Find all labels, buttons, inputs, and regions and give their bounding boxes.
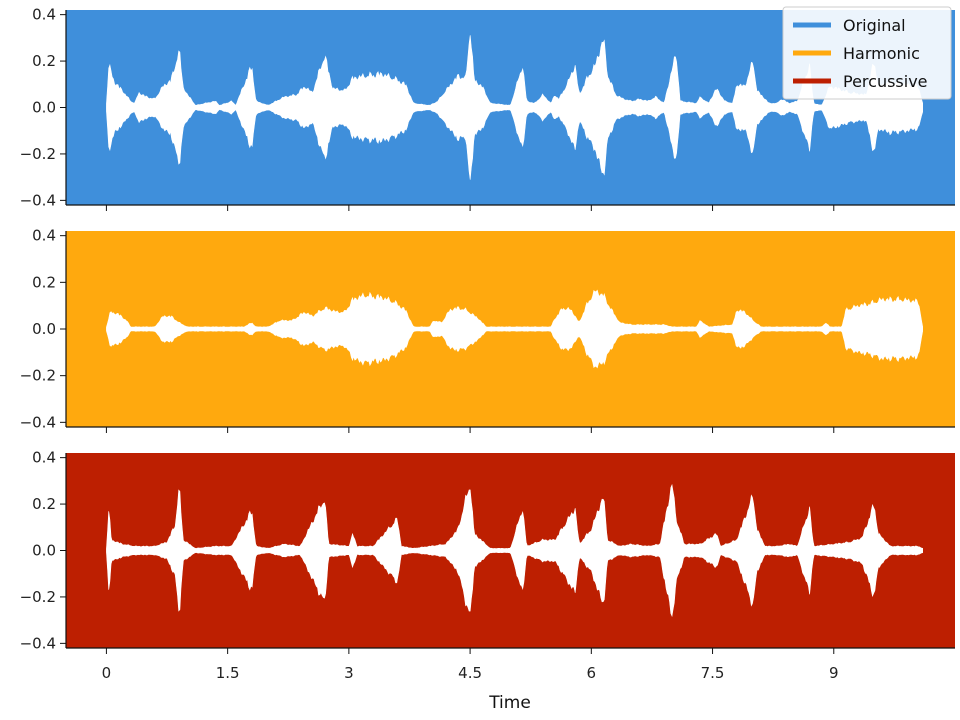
x-axis: 0 1.5 3 4.5 6 7.5 9 bbox=[102, 664, 839, 682]
y-tick-label: −0.4 bbox=[20, 413, 56, 431]
y-tick-label: 0.2 bbox=[32, 495, 56, 513]
y-tick-label: 0.0 bbox=[32, 320, 56, 338]
y-tick-label: 0.4 bbox=[32, 449, 56, 467]
legend-box bbox=[782, 6, 952, 100]
x-tick-label: 4.5 bbox=[458, 664, 482, 682]
y-tick-label: 0.4 bbox=[32, 6, 56, 24]
y-tick-label: 0.0 bbox=[32, 542, 56, 560]
y-tick-label: 0.2 bbox=[32, 273, 56, 291]
x-axis-title: Time bbox=[488, 693, 531, 713]
x-tick-label: 0 bbox=[102, 664, 112, 682]
legend-label: Percussive bbox=[843, 72, 928, 91]
legend-label: Harmonic bbox=[843, 44, 920, 63]
legend: Original Harmonic Percussive bbox=[782, 6, 952, 100]
x-tick-label: 1.5 bbox=[216, 664, 240, 682]
y-tick-label: 0.2 bbox=[32, 52, 56, 70]
legend-label: Original bbox=[843, 16, 906, 35]
y-tick-label: 0.4 bbox=[32, 227, 56, 245]
y-tick-label: −0.4 bbox=[20, 634, 56, 652]
x-tick-label: 6 bbox=[587, 664, 597, 682]
y-tick-label: −0.4 bbox=[20, 191, 56, 209]
x-tick-label: 9 bbox=[829, 664, 839, 682]
panel-percussive: 0.4 0.2 0.0 −0.2 −0.4 bbox=[20, 449, 955, 654]
panels-group: 0.4 0.2 0.0 −0.2 −0.4 0.4 0.2 0.0 −0.2 −0.4 0.4 0.2… bbox=[20, 6, 955, 654]
y-tick-label: 0.0 bbox=[32, 99, 56, 117]
x-tick-label: 3 bbox=[344, 664, 354, 682]
y-tick-label: −0.2 bbox=[20, 588, 56, 606]
y-tick-label: −0.2 bbox=[20, 145, 56, 163]
panel-harmonic: 0.4 0.2 0.0 −0.2 −0.4 bbox=[20, 227, 955, 433]
y-tick-label: −0.2 bbox=[20, 367, 56, 385]
x-tick-label: 7.5 bbox=[701, 664, 725, 682]
